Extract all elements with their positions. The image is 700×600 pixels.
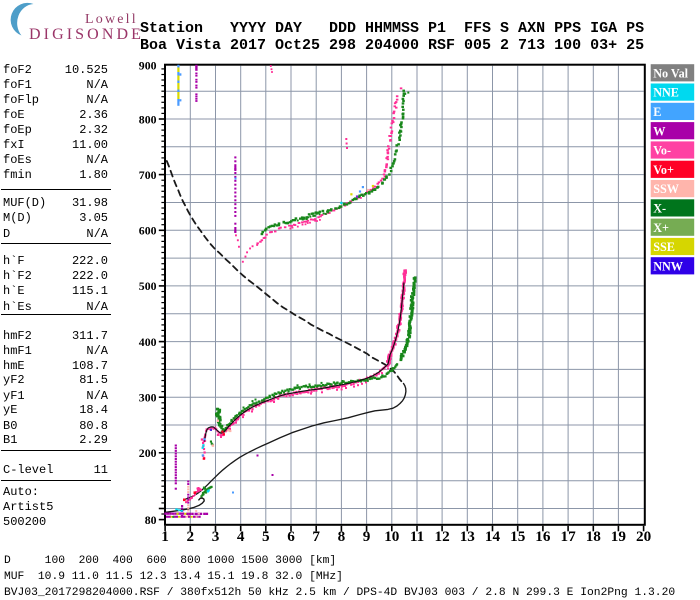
svg-text:600: 600: [139, 224, 157, 238]
svg-text:8: 8: [338, 528, 346, 545]
svg-text:300: 300: [139, 391, 157, 405]
svg-text:SSE: SSE: [653, 240, 675, 254]
svg-text:No Val: No Val: [653, 66, 688, 80]
svg-text:17: 17: [561, 528, 577, 545]
svg-text:SSW: SSW: [653, 182, 679, 196]
svg-text:9: 9: [363, 528, 371, 545]
svg-text:400: 400: [139, 335, 157, 349]
svg-text:W: W: [653, 124, 665, 138]
svg-text:4: 4: [237, 528, 245, 545]
svg-text:Vo-: Vo-: [653, 144, 671, 158]
svg-text:700: 700: [139, 168, 157, 182]
svg-text:15: 15: [510, 528, 526, 545]
svg-text:20: 20: [636, 528, 652, 545]
svg-text:16: 16: [535, 528, 551, 545]
svg-text:5: 5: [262, 528, 270, 545]
svg-text:3: 3: [212, 528, 220, 545]
svg-text:13: 13: [460, 528, 476, 545]
svg-text:6: 6: [287, 528, 295, 545]
svg-text:X+: X+: [653, 221, 669, 235]
svg-text:12: 12: [435, 528, 450, 545]
svg-text:NNE: NNE: [653, 86, 679, 100]
svg-text:7: 7: [312, 528, 320, 545]
svg-text:900: 900: [139, 59, 157, 73]
svg-text:11: 11: [410, 528, 424, 545]
svg-text:E: E: [653, 105, 661, 119]
svg-text:Vo+: Vo+: [653, 163, 674, 177]
svg-text:500: 500: [139, 279, 157, 293]
svg-text:10: 10: [384, 528, 400, 545]
svg-text:200: 200: [139, 446, 157, 460]
svg-text:19: 19: [611, 528, 627, 545]
svg-text:NNW: NNW: [653, 259, 683, 273]
svg-text:18: 18: [586, 528, 602, 545]
svg-text:800: 800: [139, 112, 157, 126]
svg-text:2: 2: [187, 528, 195, 545]
svg-text:X-: X-: [653, 202, 666, 216]
svg-text:14: 14: [485, 528, 501, 545]
svg-text:1: 1: [161, 528, 169, 545]
svg-text:80: 80: [145, 513, 157, 527]
